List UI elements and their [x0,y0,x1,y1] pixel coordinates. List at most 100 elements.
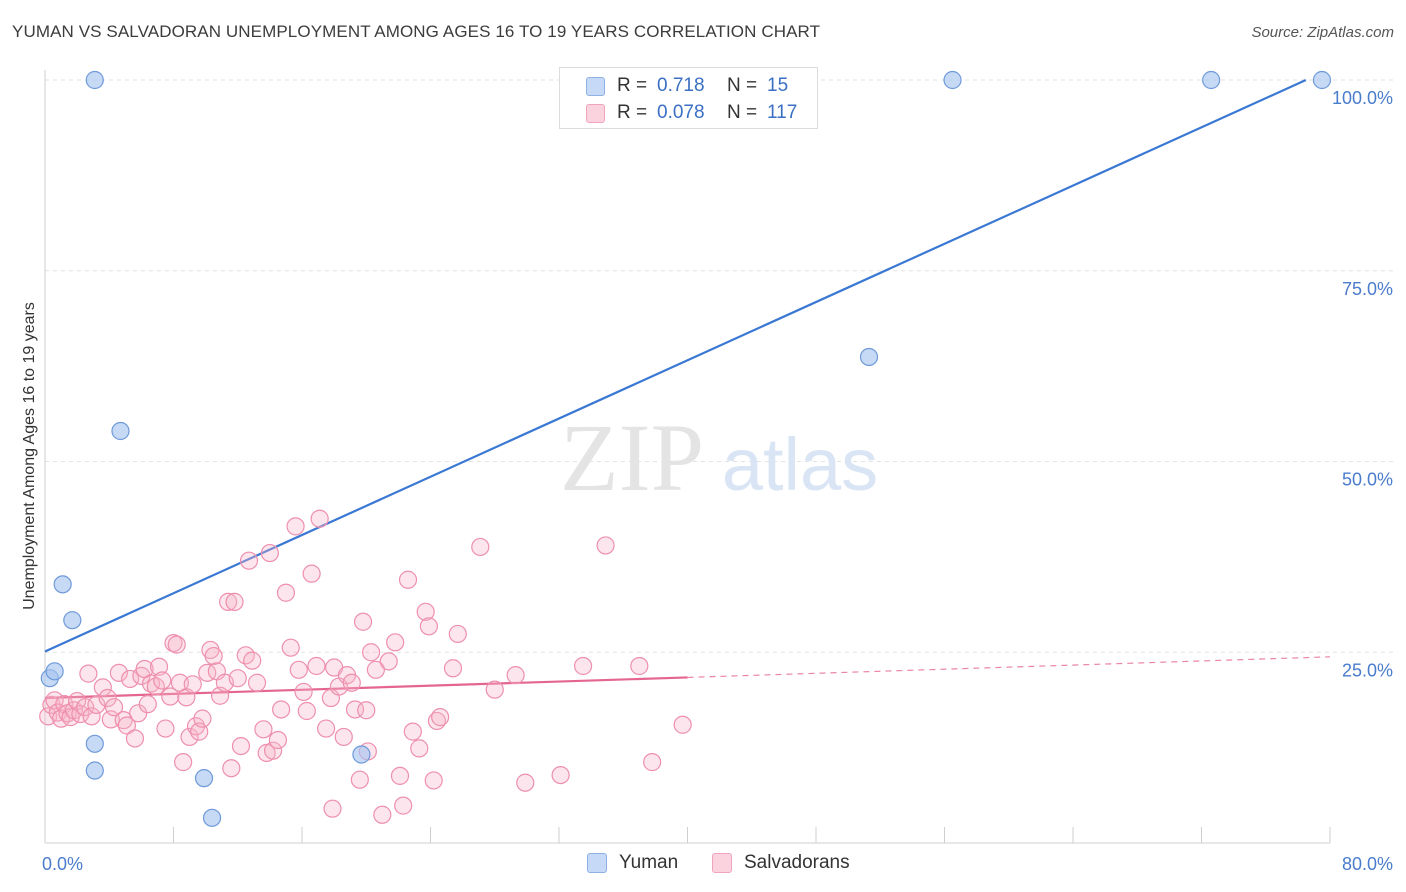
salvadorans-point-61 [260,543,279,563]
salvadorans-point-91 [398,570,418,589]
salvadorans-point-74 [316,719,336,738]
salvadorans-point-58 [247,673,267,692]
salvadorans-point-71 [302,564,321,583]
salvadorans-point-69 [294,682,313,702]
salvadorans-point-112 [394,796,413,815]
yuman-point-5 [85,734,104,753]
y-tick-label-3: 100.0% [1332,88,1393,108]
salvadorans-point-54 [231,736,251,756]
salvadorans-point-14 [87,695,106,714]
yuman-point-14 [1312,70,1332,90]
series-label-yuman: Yuman [619,852,679,873]
legend-n-label: N = [727,75,758,96]
salvadorans-point-56 [239,551,259,570]
legend-n-value: 15 [767,75,789,96]
salvadorans-trend-extension [687,656,1331,679]
source-label: Source: ZipAtlas.com [1251,24,1394,41]
legend-r-value: 0.718 [657,75,705,96]
legend-n-value: 117 [767,102,798,123]
series-legend-yuman: Yuman [587,852,678,874]
salvadorans-point-52 [225,592,244,611]
salvadorans-point-107 [596,536,615,555]
salvadorans-point-89 [386,633,405,652]
legend-row-yuman: R = 0.718 N = 15 [586,74,788,98]
yuman-point-4 [85,70,104,90]
yuman-point-8 [194,769,214,788]
yuman-point-7 [111,421,130,441]
legend-row-salvadorans: R = 0.078 N = 117 [586,101,797,125]
salvadorans-point-72 [307,656,326,676]
salvadorans-point-65 [276,583,296,602]
salvadorans-point-95 [419,617,438,636]
salvadorans-point-18 [104,698,124,717]
salvadorans-point-53 [228,669,247,688]
yuman-point-3 [63,611,82,630]
legend-r-label: R = [617,75,648,96]
yuman-point-11 [859,347,879,367]
salvadorans-point-50 [219,592,238,611]
legend-r-label: R = [617,102,648,123]
salvadorans-point-110 [673,715,692,734]
salvadorans-point-90 [390,766,410,785]
salvadorans-point-28 [141,674,161,693]
salvadorans-point-93 [410,739,429,758]
salvadorans-point-82 [350,770,369,789]
salvadorans-point-64 [272,700,291,719]
salvadorans-point-15 [93,678,112,697]
salvadorans-point-12 [79,664,98,683]
axes [44,70,1331,844]
x-tick-label-0: 0.0% [42,854,83,874]
x-tick-label-1: 80.0% [1342,854,1393,874]
salvadorans-point-44 [198,663,217,682]
tick-labels: 25.0% 50.0% 75.0% 100.0% 0.0% 80.0% [42,88,1393,874]
salvadorans-point-104 [516,773,535,792]
yuman-point-9 [202,808,222,827]
salvadorans-point-73 [310,509,329,528]
salvadorans-point-24 [129,704,148,723]
salvadorans-point-39 [180,727,199,747]
salvadorans-point-32 [156,719,175,738]
salvadorans-point-66 [281,638,300,657]
salvadorans-point-22 [121,669,140,689]
salvadorans-point-70 [297,701,316,721]
salvadorans-point-109 [643,753,662,772]
yuman-point-2 [53,575,72,594]
yuman-point-13 [1202,70,1221,90]
salvadorans-point-11 [76,698,95,717]
data-points [39,70,1332,827]
salvadorans-point-51 [222,759,241,778]
salvadorans-point-96 [424,771,443,790]
watermark-zip: ZIP [560,404,704,511]
salvadorans-point-27 [138,695,157,714]
yuman-point-10 [352,745,371,764]
salvadorans-point-21 [117,716,137,735]
salvadorans-point-16 [98,688,117,708]
salvadorans-point-23 [125,729,145,748]
series-swatch-yuman [587,853,607,873]
salvadorans-point-111 [323,799,342,818]
series-legend-salvadorans: Salvadorans [712,852,850,874]
watermark-atlas: atlas [722,423,878,506]
salvadorans-point-101 [471,537,490,557]
salvadorans-point-59 [254,720,273,739]
salvadorans-point-78 [334,727,353,747]
salvadorans-point-108 [630,656,649,676]
series-swatch-salvadorans [712,853,732,873]
chart-title: YUMAN VS SALVADORAN UNEMPLOYMENT AMONG A… [12,22,821,41]
salvadorans-point-105 [551,765,570,785]
legend-r-value: 0.078 [657,102,705,123]
salvadorans-point-37 [174,753,193,772]
salvadorans-point-80 [342,673,361,692]
salvadorans-point-62 [263,741,283,760]
salvadorans-point-30 [149,657,169,676]
salvadorans-point-87 [373,805,392,824]
yuman-point-12 [943,70,962,90]
salvadorans-point-100 [448,624,467,644]
salvadorans-point-35 [167,635,186,654]
salvadorans-point-68 [289,660,308,679]
salvadorans-point-98 [431,708,450,727]
salvadorans-point-92 [403,722,422,741]
series-label-salvadorans: Salvadorans [744,852,850,873]
y-tick-label-0: 25.0% [1342,660,1393,680]
